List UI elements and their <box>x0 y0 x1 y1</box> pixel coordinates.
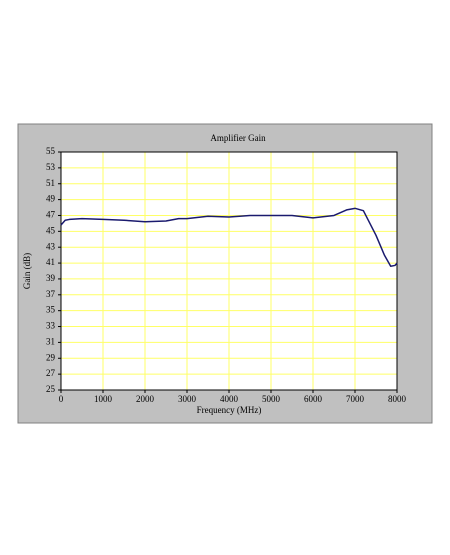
x-tick-label: 7000 <box>346 394 365 404</box>
plot-border <box>60 151 398 391</box>
y-axis-label: Gain (dB) <box>22 253 32 289</box>
y-tick-label: 27 <box>46 368 56 378</box>
x-tick-label: 0 <box>59 394 64 404</box>
y-tick-label: 41 <box>46 257 55 267</box>
y-tick-label: 53 <box>46 162 56 172</box>
x-tick-label: 2000 <box>136 394 155 404</box>
x-tick-label: 6000 <box>304 394 323 404</box>
x-tick-label: 1000 <box>94 394 113 404</box>
y-tick-label: 43 <box>46 241 56 251</box>
y-tick-label: 39 <box>46 273 56 283</box>
y-tick-label: 31 <box>46 336 55 346</box>
y-tick-label: 37 <box>46 289 56 299</box>
y-tick-label: 29 <box>46 352 56 362</box>
chart-title: Amplifier Gain <box>210 133 266 143</box>
y-tick-label: 49 <box>46 194 56 204</box>
y-tick-label: 25 <box>46 384 56 394</box>
x-tick-label: 4000 <box>220 394 239 404</box>
x-tick-label: 5000 <box>262 394 281 404</box>
line <box>60 207 398 267</box>
y-tick-label: 33 <box>46 321 56 331</box>
x-axis-label: Frequency (MHz) <box>197 405 262 415</box>
x-tick-label: 8000 <box>388 394 407 404</box>
y-tick-label: 45 <box>46 225 56 235</box>
y-tick-label: 51 <box>46 178 55 188</box>
x-tick-label: 3000 <box>178 394 197 404</box>
y-tick-label: 55 <box>46 146 56 156</box>
y-tick-label: 47 <box>46 210 56 220</box>
y-tick-label: 35 <box>46 305 56 315</box>
